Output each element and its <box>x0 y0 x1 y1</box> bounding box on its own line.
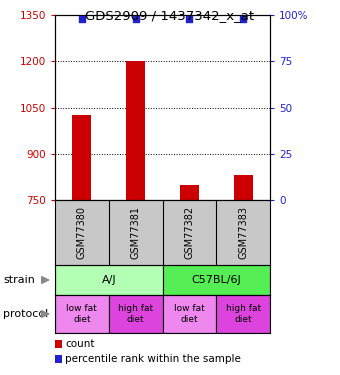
Text: GSM77383: GSM77383 <box>238 206 248 259</box>
Point <box>187 16 192 22</box>
Bar <box>126 61 145 200</box>
Bar <box>109 295 163 333</box>
Text: GSM77382: GSM77382 <box>184 206 194 259</box>
Text: count: count <box>65 339 95 349</box>
Point <box>240 16 246 22</box>
Text: GSM77381: GSM77381 <box>131 206 141 259</box>
Point <box>133 16 138 22</box>
Text: C57BL/6J: C57BL/6J <box>191 275 241 285</box>
Text: GDS2909 / 1437342_x_at: GDS2909 / 1437342_x_at <box>85 9 255 22</box>
Bar <box>72 115 91 200</box>
Bar <box>163 265 270 295</box>
Text: strain: strain <box>3 275 35 285</box>
Point <box>79 16 85 22</box>
Text: high fat
diet: high fat diet <box>118 304 153 324</box>
Bar <box>55 295 109 333</box>
Text: GSM77380: GSM77380 <box>77 206 87 259</box>
Text: protocol: protocol <box>3 309 49 319</box>
Text: percentile rank within the sample: percentile rank within the sample <box>65 354 241 364</box>
Bar <box>234 176 253 200</box>
Text: low fat
diet: low fat diet <box>67 304 97 324</box>
Bar <box>180 184 199 200</box>
Bar <box>55 265 163 295</box>
Text: A/J: A/J <box>101 275 116 285</box>
Text: high fat
diet: high fat diet <box>225 304 261 324</box>
Text: low fat
diet: low fat diet <box>174 304 205 324</box>
Bar <box>163 295 216 333</box>
Bar <box>216 295 270 333</box>
